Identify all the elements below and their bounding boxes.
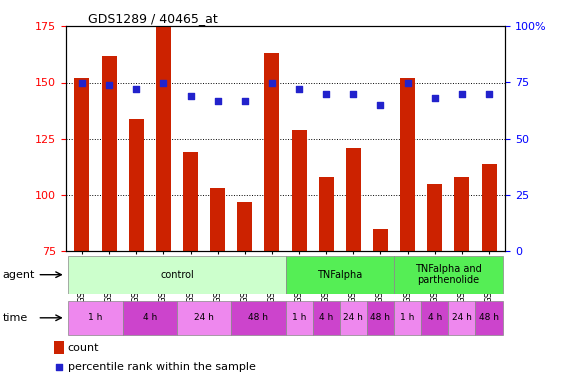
Bar: [421, 301, 448, 335]
Text: GDS1289 / 40465_at: GDS1289 / 40465_at: [88, 12, 218, 25]
Bar: [319, 177, 333, 251]
Point: [430, 95, 439, 101]
Text: 1 h: 1 h: [400, 314, 415, 322]
Point: [295, 86, 304, 92]
Bar: [183, 152, 198, 251]
Bar: [286, 256, 394, 294]
Bar: [481, 164, 497, 251]
Text: 48 h: 48 h: [371, 314, 391, 322]
Text: 24 h: 24 h: [194, 314, 214, 322]
Bar: [102, 56, 116, 251]
Bar: [455, 177, 469, 251]
Point: [376, 102, 385, 108]
Point: [213, 98, 222, 104]
Text: 48 h: 48 h: [479, 314, 499, 322]
Text: control: control: [160, 270, 194, 280]
Bar: [373, 229, 388, 251]
Text: 48 h: 48 h: [248, 314, 268, 322]
Text: 4 h: 4 h: [319, 314, 333, 322]
Text: percentile rank within the sample: percentile rank within the sample: [68, 362, 256, 372]
Bar: [69, 301, 123, 335]
Bar: [74, 78, 90, 251]
Bar: [367, 301, 394, 335]
Point: [484, 91, 493, 97]
Text: 1 h: 1 h: [89, 314, 103, 322]
Text: 4 h: 4 h: [428, 314, 442, 322]
Point: [240, 98, 250, 104]
Bar: [177, 301, 231, 335]
Point: [78, 80, 87, 86]
Text: count: count: [68, 343, 99, 352]
Text: 4 h: 4 h: [143, 314, 157, 322]
Bar: [292, 130, 307, 251]
Bar: [210, 188, 225, 251]
Bar: [313, 301, 340, 335]
Bar: [448, 301, 476, 335]
Point: [132, 86, 141, 92]
Text: 24 h: 24 h: [452, 314, 472, 322]
Point: [349, 91, 358, 97]
Bar: [427, 184, 442, 251]
Bar: [400, 78, 415, 251]
Bar: [238, 202, 252, 251]
Bar: [286, 301, 313, 335]
Bar: [340, 301, 367, 335]
Bar: [231, 301, 286, 335]
Bar: [156, 26, 171, 251]
Text: TNFalpha and
parthenolide: TNFalpha and parthenolide: [415, 264, 482, 285]
Bar: [123, 301, 177, 335]
Bar: [69, 256, 286, 294]
Text: agent: agent: [3, 270, 35, 280]
Point: [104, 82, 114, 88]
Text: 24 h: 24 h: [343, 314, 363, 322]
Bar: [264, 53, 279, 251]
Text: TNFalpha: TNFalpha: [317, 270, 363, 280]
Point: [159, 80, 168, 86]
Point: [403, 80, 412, 86]
Bar: [129, 118, 144, 251]
Point: [321, 91, 331, 97]
Point: [186, 93, 195, 99]
Bar: [394, 256, 502, 294]
Text: time: time: [3, 313, 28, 323]
Bar: [394, 301, 421, 335]
Point: [55, 364, 64, 370]
Bar: [476, 301, 502, 335]
Text: 1 h: 1 h: [292, 314, 306, 322]
Bar: [346, 148, 361, 251]
Bar: [54, 341, 64, 354]
Point: [267, 80, 276, 86]
Point: [457, 91, 467, 97]
